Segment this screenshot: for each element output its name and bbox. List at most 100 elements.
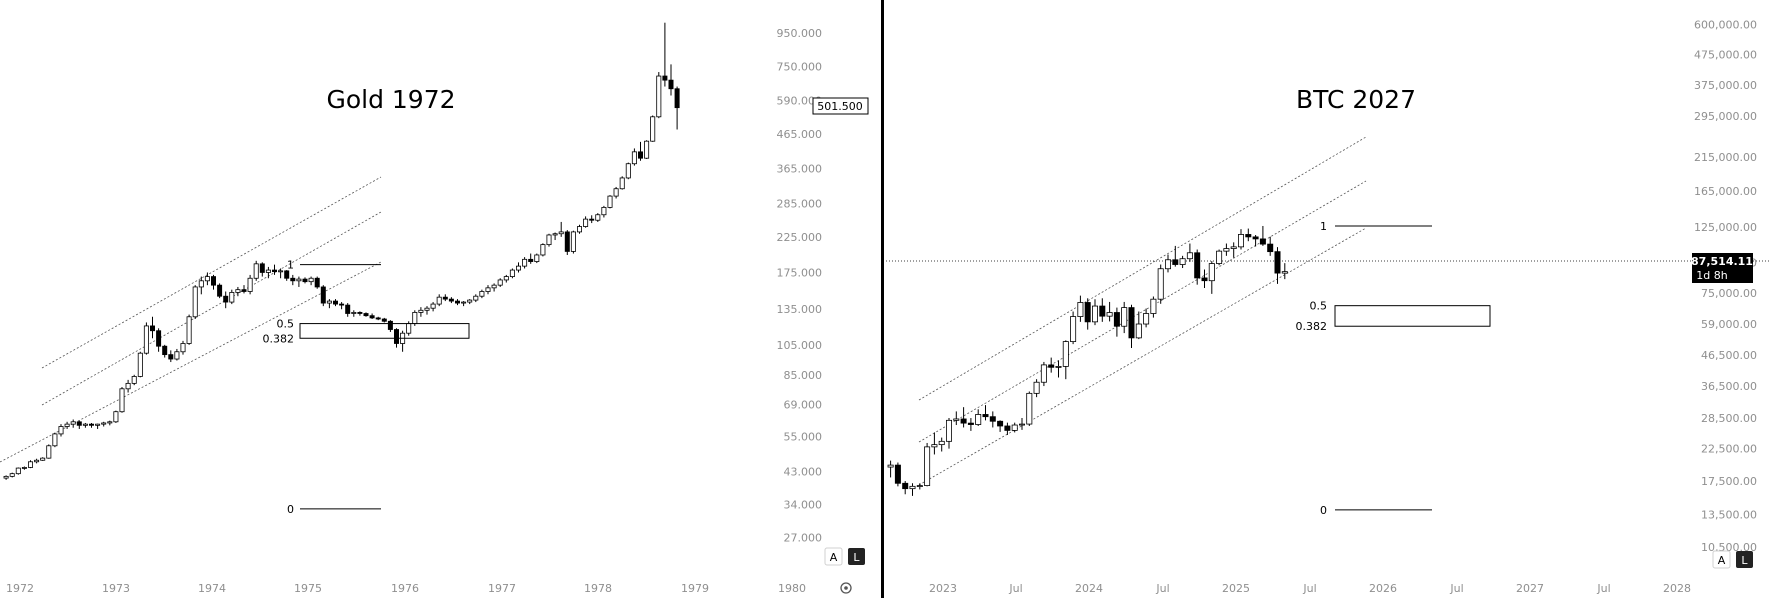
- x-tick-label: Jul: [1155, 582, 1169, 595]
- x-tick-label: 2025: [1222, 582, 1250, 595]
- gold-chart-title: Gold 1972: [326, 85, 455, 114]
- candle: [479, 289, 485, 299]
- candle: [430, 302, 436, 312]
- x-tick-label: 2028: [1663, 582, 1691, 595]
- y-tick-label: 225.000: [777, 231, 823, 244]
- candle: [540, 243, 546, 257]
- y-tick-label: 590.000: [777, 94, 823, 107]
- x-tick-label: Jul: [1596, 582, 1610, 595]
- candle: [1084, 298, 1091, 330]
- candle: [595, 213, 601, 222]
- btc-log-scale-button[interactable]: L: [1736, 551, 1753, 568]
- candle: [953, 411, 960, 426]
- candle: [662, 22, 668, 87]
- candle: [909, 483, 916, 496]
- x-tick-label: 2026: [1369, 582, 1397, 595]
- candle: [1062, 340, 1069, 380]
- channel-line: [41, 176, 382, 369]
- candle: [27, 460, 33, 469]
- candle: [442, 294, 448, 302]
- btc-price-axis[interactable]: 600,000.00 475,000.00 375,000.00 295,000.00…: [1694, 18, 1757, 554]
- btc-auto-scale-button[interactable]: A: [1712, 550, 1731, 569]
- candle: [1011, 422, 1018, 433]
- candle: [424, 306, 430, 315]
- y-tick-label: 34.000: [784, 499, 823, 512]
- candle: [64, 421, 70, 429]
- candle: [107, 420, 113, 426]
- panel-divider[interactable]: [881, 0, 884, 598]
- fib-level-label: 1: [1320, 220, 1327, 233]
- candle: [1186, 243, 1193, 262]
- candle: [1033, 379, 1040, 398]
- btc-time-axis[interactable]: 2023 Jul 2024 Jul 2025 Jul 2026 Jul 2027 Jul 2028: [929, 582, 1691, 595]
- fib-zone-box: [299, 323, 470, 339]
- candle: [320, 285, 326, 307]
- y-tick-label: 125,000.00: [1694, 221, 1757, 234]
- fib-level-label: 0.382: [263, 332, 295, 345]
- candle: [522, 257, 528, 269]
- gold-price-axis[interactable]: 950.000 750.000 590.000 465.000 365.000 285.0…: [777, 27, 823, 545]
- y-tick-label: 36,500.00: [1701, 380, 1757, 393]
- candle: [247, 274, 253, 295]
- channel-line: [41, 211, 382, 406]
- candle: [1019, 418, 1026, 430]
- candle: [503, 274, 509, 283]
- candle: [528, 253, 534, 264]
- candle: [589, 215, 595, 224]
- x-tick-label: 2024: [1075, 582, 1103, 595]
- candle: [558, 221, 564, 237]
- candle: [1157, 264, 1164, 304]
- candle: [149, 316, 155, 339]
- candle: [229, 289, 235, 305]
- candle: [9, 472, 15, 478]
- x-tick-label: 1980: [778, 582, 806, 595]
- candle: [125, 379, 131, 393]
- candle: [174, 348, 180, 361]
- candle: [534, 253, 540, 264]
- candle: [1179, 255, 1186, 269]
- candle: [162, 344, 168, 358]
- gold-auto-scale-button[interactable]: A: [824, 547, 843, 566]
- btc-trend-channel: [918, 136, 1367, 486]
- candle: [156, 328, 162, 352]
- candle: [381, 317, 387, 323]
- y-tick-label: 59,000.00: [1701, 318, 1757, 331]
- candle: [989, 411, 996, 428]
- candle: [1121, 301, 1128, 334]
- candle: [223, 291, 229, 309]
- gear-icon[interactable]: [840, 582, 852, 594]
- y-tick-label: 215,000.00: [1694, 151, 1757, 164]
- candle: [1223, 243, 1230, 256]
- fib-level-label: 0.382: [1296, 320, 1328, 333]
- candle: [619, 176, 625, 190]
- gold-auto-scale-label: A: [830, 551, 838, 564]
- btc-log-scale-label: L: [1741, 554, 1748, 567]
- candle: [351, 310, 357, 317]
- fib-level-label: 1: [287, 259, 294, 272]
- candle: [15, 467, 21, 475]
- candle: [656, 72, 662, 119]
- x-tick-label: 1972: [6, 582, 34, 595]
- candle: [241, 285, 247, 294]
- candle: [1245, 228, 1252, 242]
- y-tick-label: 600,000.00: [1694, 18, 1757, 31]
- x-tick-label: 1975: [294, 582, 322, 595]
- gold-log-scale-button[interactable]: L: [848, 548, 865, 565]
- candle: [271, 264, 277, 275]
- y-tick-label: 285.000: [777, 197, 823, 210]
- candle: [1216, 249, 1223, 266]
- gold-time-axis[interactable]: 1972 1973 1974 1975 1976 1977 1978 1979 1980: [6, 582, 806, 595]
- x-tick-label: 1974: [198, 582, 226, 595]
- y-tick-label: 27.000: [784, 531, 823, 544]
- candle: [607, 195, 613, 209]
- btc-chart-title: BTC 2027: [1296, 85, 1416, 114]
- candle: [1143, 308, 1150, 328]
- gold-trend-channel: [0, 176, 382, 463]
- candle: [296, 276, 302, 287]
- candle: [650, 115, 656, 142]
- fib-zone-box: [1334, 305, 1491, 327]
- candle: [497, 278, 503, 287]
- candle: [40, 457, 46, 461]
- y-tick-label: 46,500.00: [1701, 349, 1757, 362]
